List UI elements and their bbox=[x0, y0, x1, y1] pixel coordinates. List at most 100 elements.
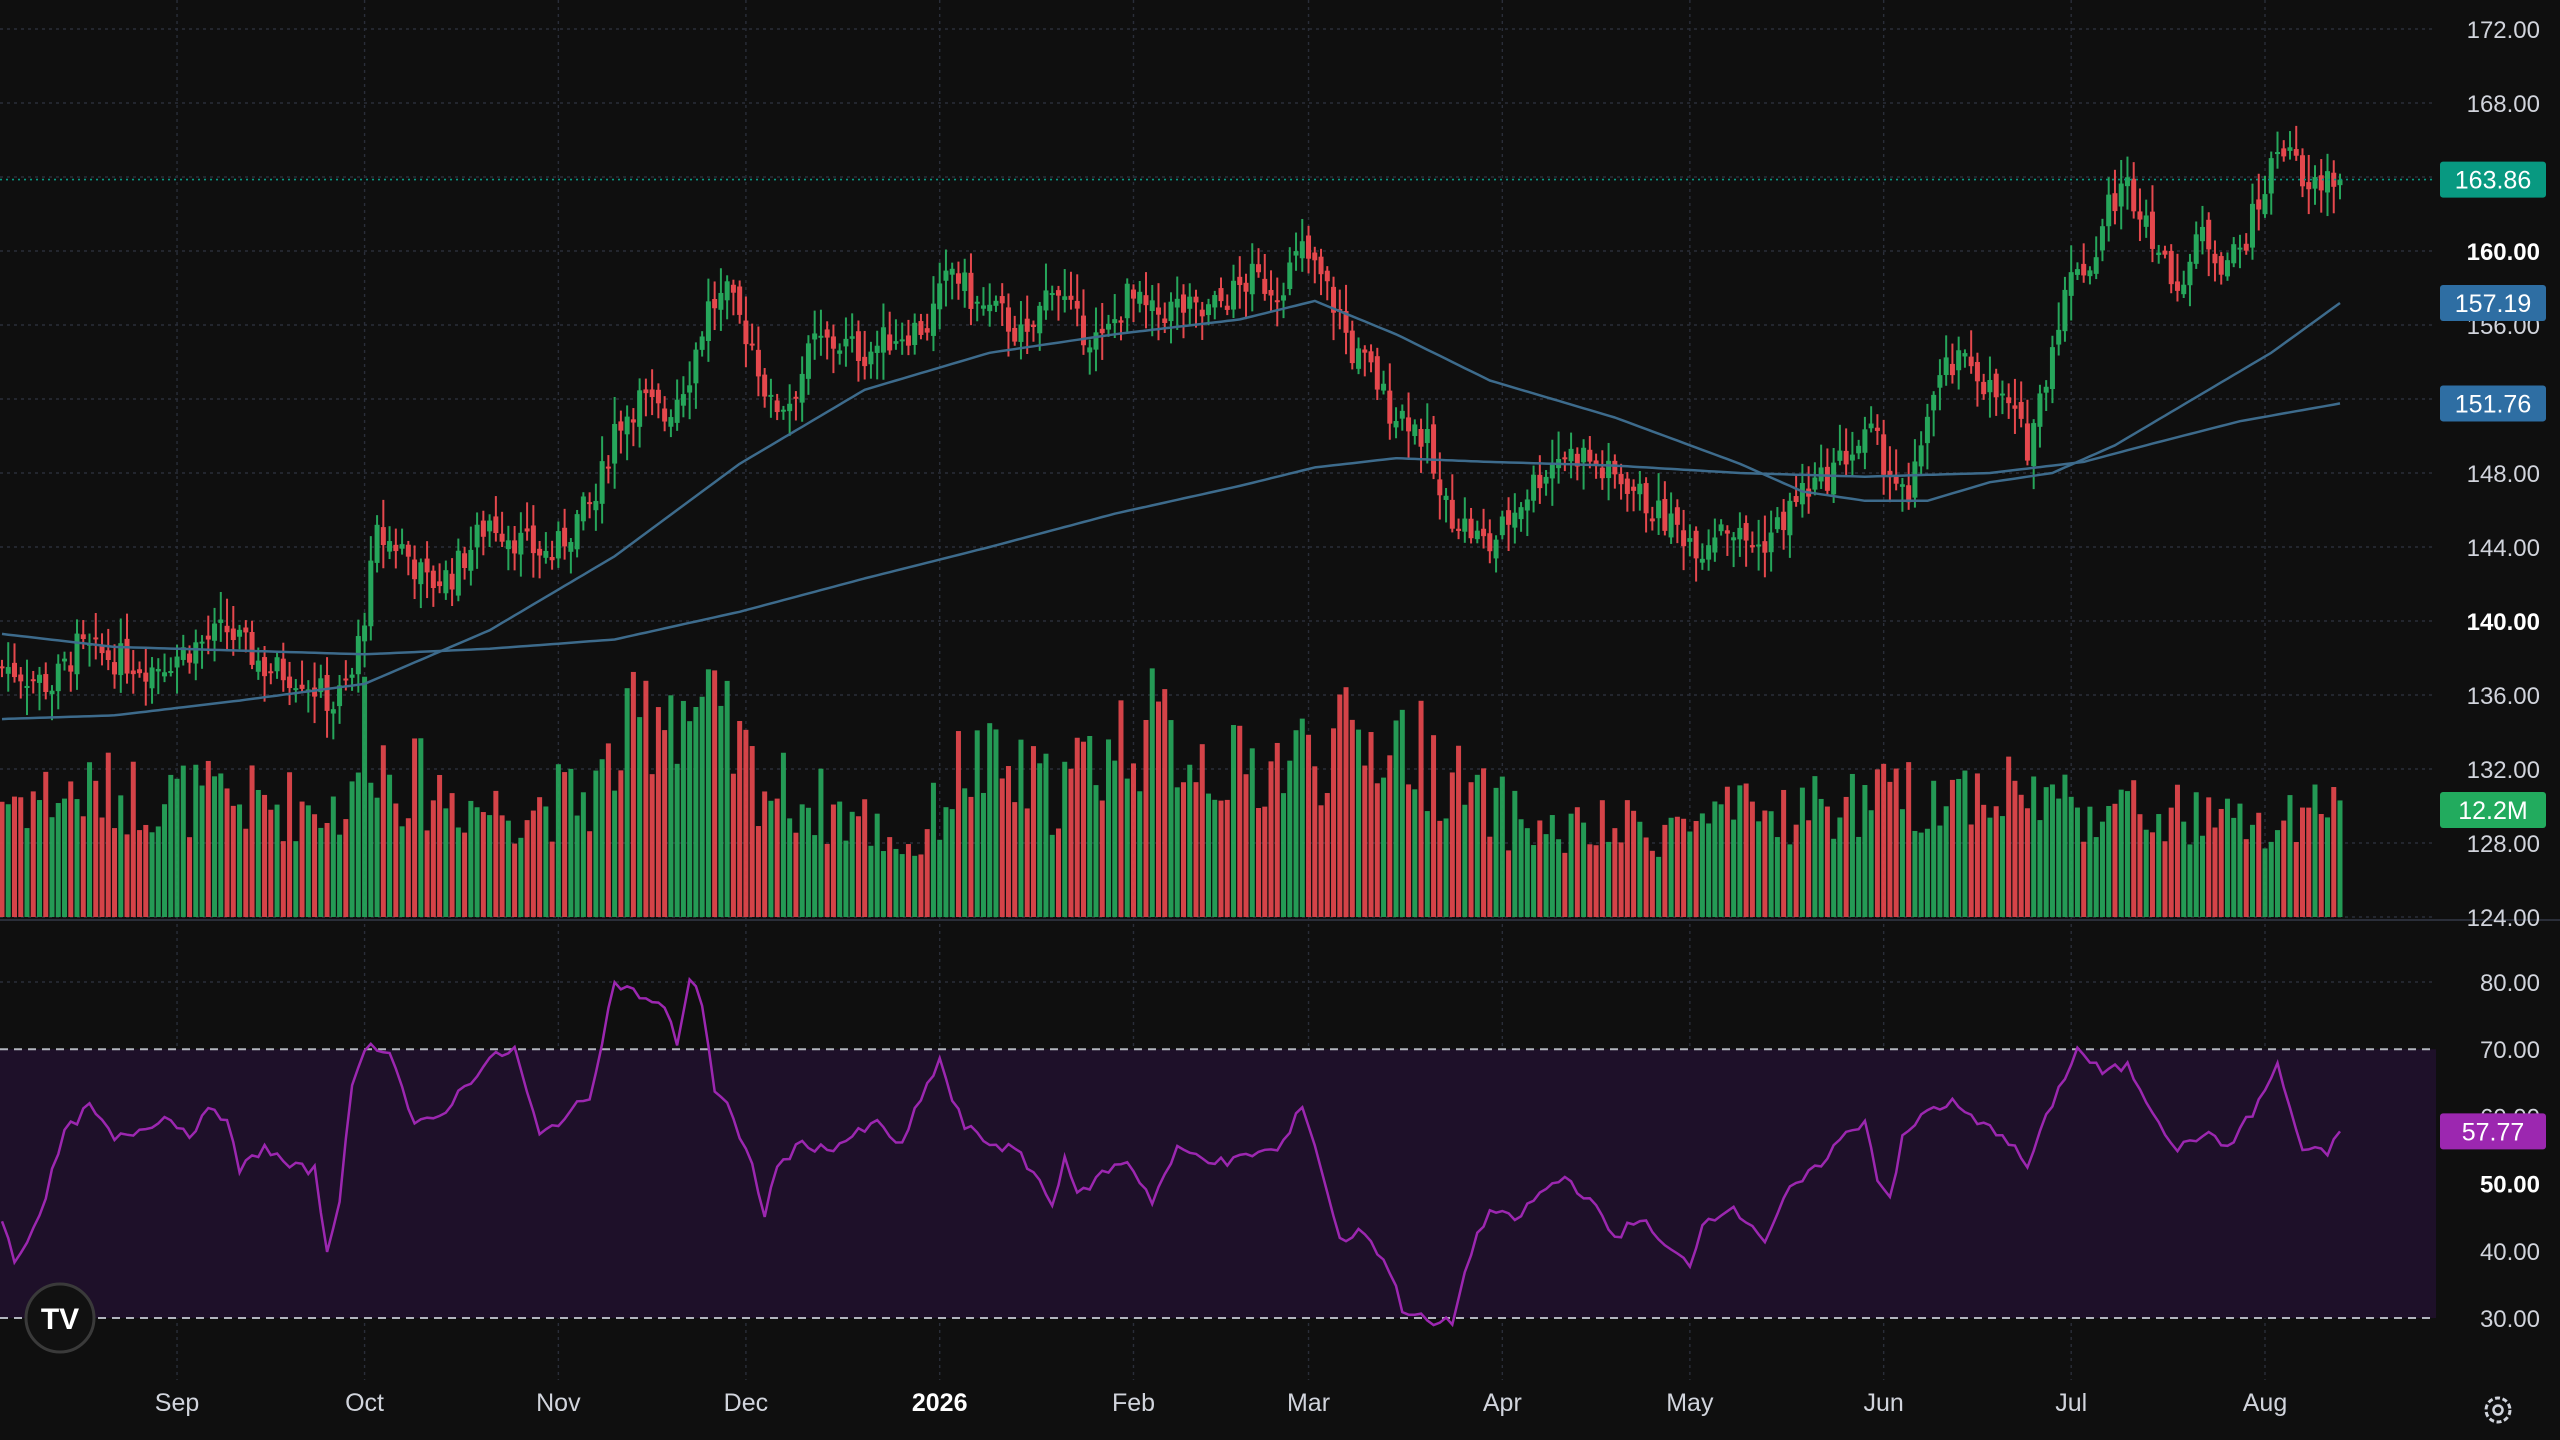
candle-body bbox=[2174, 281, 2180, 291]
last-price-badge: 163.86 bbox=[2440, 161, 2546, 198]
candle-body bbox=[724, 281, 730, 301]
volume-bar bbox=[1612, 828, 1618, 917]
candle-body bbox=[1868, 423, 1874, 429]
volume-bar bbox=[1055, 828, 1061, 917]
volume-bar bbox=[218, 773, 224, 917]
candle-body bbox=[1587, 449, 1593, 462]
volume-bar bbox=[1556, 839, 1562, 917]
candle-body bbox=[1387, 390, 1393, 424]
volume-bar bbox=[849, 811, 855, 917]
candle-body bbox=[118, 643, 124, 676]
volume-bar bbox=[1299, 718, 1305, 917]
volume-bar bbox=[2318, 814, 2324, 917]
candle-body bbox=[837, 350, 843, 354]
candle-body bbox=[1574, 453, 1580, 467]
price-tick-label: 160.00 bbox=[2467, 239, 2540, 266]
candle-body bbox=[1418, 429, 1424, 447]
candle-body bbox=[1931, 394, 1937, 411]
tradingview-logo-icon[interactable]: TV bbox=[24, 1282, 96, 1354]
candle-body bbox=[762, 374, 768, 397]
candle-body bbox=[2199, 226, 2205, 242]
volume-bar bbox=[1762, 810, 1768, 917]
time-tick-label: Feb bbox=[1112, 1389, 1155, 1417]
volume-bar bbox=[787, 818, 793, 917]
volume-bar bbox=[1462, 804, 1468, 917]
candle-body bbox=[1899, 484, 1905, 487]
candle-body bbox=[699, 336, 705, 350]
volume-bar bbox=[1162, 689, 1168, 917]
volume-bar bbox=[2093, 837, 2099, 917]
volume-bar bbox=[1731, 819, 1737, 917]
candle-body bbox=[18, 674, 24, 682]
sma-short-badge-text: 157.19 bbox=[2455, 290, 2531, 318]
volume-bar bbox=[1193, 782, 1199, 917]
price-tick-label: 124.00 bbox=[2467, 905, 2540, 932]
candle-body bbox=[930, 303, 936, 336]
candlestick-series[interactable] bbox=[0, 125, 2343, 740]
candle-body bbox=[449, 573, 455, 590]
gear-icon[interactable] bbox=[2484, 1396, 2512, 1424]
candle-body bbox=[487, 520, 493, 532]
volume-bar bbox=[1481, 768, 1487, 917]
time-axis[interactable]: Sep Oct Nov Dec 2026 Feb Mar Apr May Jun Jul Aug bbox=[155, 1389, 2287, 1417]
volume-bar bbox=[1293, 730, 1299, 917]
volume-bar bbox=[1787, 844, 1793, 917]
sma-short-badge-bg bbox=[2440, 284, 2546, 321]
volume-bar bbox=[512, 843, 518, 917]
candle-body bbox=[2218, 256, 2224, 275]
candle-body bbox=[2068, 272, 2074, 296]
candle-body bbox=[37, 674, 43, 683]
volume-bar bbox=[1924, 828, 1930, 917]
candle-body bbox=[530, 525, 536, 554]
candle-body bbox=[1068, 295, 1074, 300]
candle-body bbox=[918, 321, 924, 335]
candle-body bbox=[1237, 276, 1243, 286]
volume-bar bbox=[5, 804, 11, 917]
volume-bar bbox=[999, 778, 1005, 917]
candle-body bbox=[430, 570, 436, 589]
candle-body bbox=[1124, 283, 1130, 319]
volume-bar bbox=[1431, 735, 1437, 917]
volume-bar bbox=[137, 830, 143, 917]
volume-bar bbox=[2149, 832, 2155, 917]
candle-body bbox=[1837, 450, 1843, 461]
candle-body bbox=[162, 672, 168, 677]
candle-body bbox=[337, 685, 343, 707]
volume-bar bbox=[437, 774, 443, 917]
candle-body bbox=[1756, 544, 1762, 547]
rsi-badge-text: 57.77 bbox=[2462, 1118, 2525, 1146]
candle-body bbox=[849, 336, 855, 339]
candle-body bbox=[112, 662, 118, 675]
candle-body bbox=[1731, 537, 1737, 541]
candle-body bbox=[1080, 315, 1086, 346]
candle-body bbox=[262, 657, 268, 677]
volume-bar bbox=[1449, 772, 1455, 917]
volume-bar bbox=[380, 745, 386, 917]
candle-body bbox=[574, 514, 580, 550]
candle-body bbox=[1893, 475, 1899, 484]
volume-bars[interactable] bbox=[0, 668, 2343, 917]
volume-bar bbox=[993, 729, 999, 917]
volume-bar bbox=[668, 695, 674, 917]
candle-body bbox=[1881, 434, 1887, 475]
volume-bar bbox=[899, 854, 905, 917]
candle-body bbox=[549, 556, 555, 561]
volume-bar bbox=[980, 792, 986, 917]
time-tick-label: Mar bbox=[1287, 1389, 1330, 1417]
candle-body bbox=[155, 668, 161, 672]
candle-body bbox=[974, 301, 980, 304]
rsi-band bbox=[0, 1048, 2436, 1319]
candle-body bbox=[880, 327, 886, 353]
candle-body bbox=[755, 349, 761, 377]
volume-bar bbox=[1281, 793, 1287, 917]
candle-body bbox=[1224, 305, 1230, 310]
candle-body bbox=[1512, 512, 1518, 528]
volume-bar bbox=[1981, 804, 1987, 917]
candle-body bbox=[1049, 293, 1055, 296]
volume-bar bbox=[230, 805, 236, 917]
volume-bar bbox=[299, 801, 305, 917]
candle-body bbox=[1324, 270, 1330, 282]
